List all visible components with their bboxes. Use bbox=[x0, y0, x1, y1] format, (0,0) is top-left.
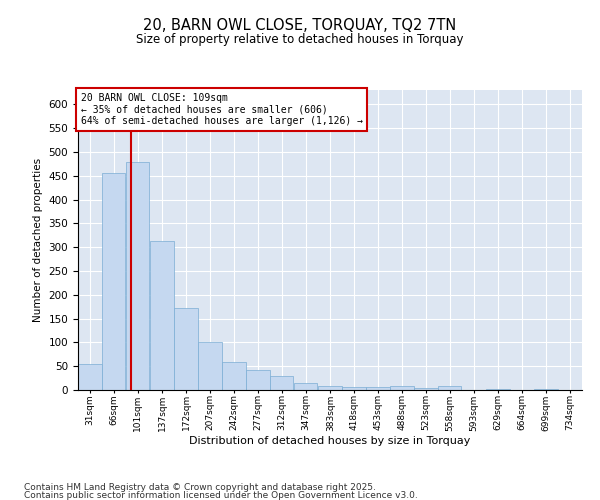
Bar bbox=[414, 388, 437, 390]
Bar bbox=[534, 388, 558, 390]
Bar bbox=[102, 174, 125, 390]
Text: Contains public sector information licensed under the Open Government Licence v3: Contains public sector information licen… bbox=[24, 491, 418, 500]
Bar bbox=[487, 389, 510, 390]
Bar bbox=[270, 376, 293, 390]
Text: Size of property relative to detached houses in Torquay: Size of property relative to detached ho… bbox=[136, 32, 464, 46]
Bar bbox=[246, 370, 269, 390]
Text: Contains HM Land Registry data © Crown copyright and database right 2025.: Contains HM Land Registry data © Crown c… bbox=[24, 482, 376, 492]
Bar bbox=[126, 162, 149, 390]
Bar bbox=[390, 386, 413, 390]
Text: 20 BARN OWL CLOSE: 109sqm
← 35% of detached houses are smaller (606)
64% of semi: 20 BARN OWL CLOSE: 109sqm ← 35% of detac… bbox=[80, 93, 362, 126]
Bar bbox=[78, 364, 101, 390]
Text: 20, BARN OWL CLOSE, TORQUAY, TQ2 7TN: 20, BARN OWL CLOSE, TORQUAY, TQ2 7TN bbox=[143, 18, 457, 32]
Bar bbox=[438, 386, 461, 390]
Bar bbox=[222, 362, 245, 390]
Bar bbox=[366, 386, 390, 390]
Bar bbox=[342, 386, 366, 390]
Bar bbox=[151, 242, 174, 390]
Bar bbox=[294, 384, 317, 390]
Bar bbox=[174, 308, 198, 390]
X-axis label: Distribution of detached houses by size in Torquay: Distribution of detached houses by size … bbox=[190, 436, 470, 446]
Bar bbox=[198, 342, 222, 390]
Y-axis label: Number of detached properties: Number of detached properties bbox=[33, 158, 43, 322]
Bar bbox=[319, 386, 342, 390]
